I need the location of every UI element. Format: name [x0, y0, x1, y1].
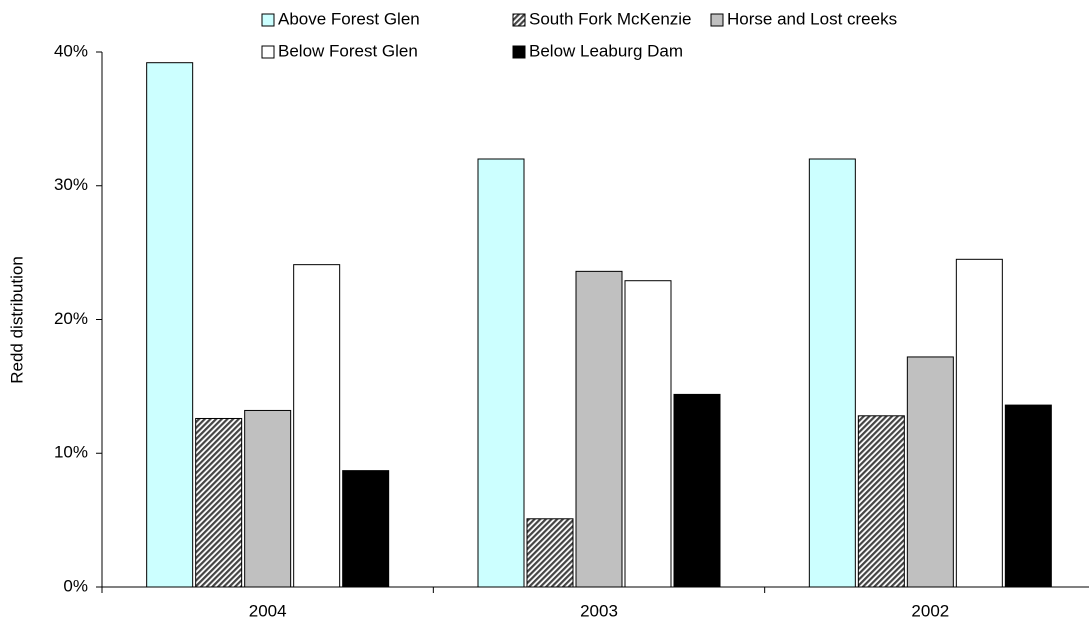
- bar: [673, 393, 721, 588]
- y-tick-label: 10%: [54, 443, 88, 462]
- bar: [955, 258, 1003, 588]
- legend-swatch: [710, 13, 724, 27]
- legend-label: Below Forest Glen: [278, 41, 418, 60]
- legend-swatch: [512, 13, 526, 27]
- bar: [857, 415, 905, 588]
- legend-swatch: [261, 45, 275, 59]
- bar: [1004, 404, 1052, 588]
- bar: [624, 280, 672, 588]
- bar: [575, 270, 623, 588]
- bar: [244, 409, 292, 588]
- y-tick-label: 0%: [63, 576, 88, 595]
- legend-swatch: [512, 45, 526, 59]
- y-tick-label: 40%: [54, 41, 88, 60]
- legend-label: Below Leaburg Dam: [529, 41, 683, 60]
- y-tick-label: 20%: [54, 309, 88, 328]
- x-tick-label: 2002: [911, 601, 949, 620]
- legend-label: South Fork McKenzie: [529, 9, 692, 28]
- x-tick-label: 2004: [249, 601, 287, 620]
- y-axis-title: Redd distribution: [7, 256, 26, 384]
- y-tick-label: 30%: [54, 175, 88, 194]
- bar: [526, 518, 574, 588]
- legend-swatch: [261, 13, 275, 27]
- bar: [293, 264, 341, 588]
- bar: [906, 356, 954, 588]
- bar: [808, 158, 856, 588]
- x-tick-label: 2003: [580, 601, 618, 620]
- bar: [146, 62, 194, 588]
- bar: [477, 158, 525, 588]
- legend-label: Above Forest Glen: [278, 9, 420, 28]
- bar: [195, 417, 243, 588]
- bar: [342, 470, 390, 588]
- legend-label: Horse and Lost creeks: [727, 9, 897, 28]
